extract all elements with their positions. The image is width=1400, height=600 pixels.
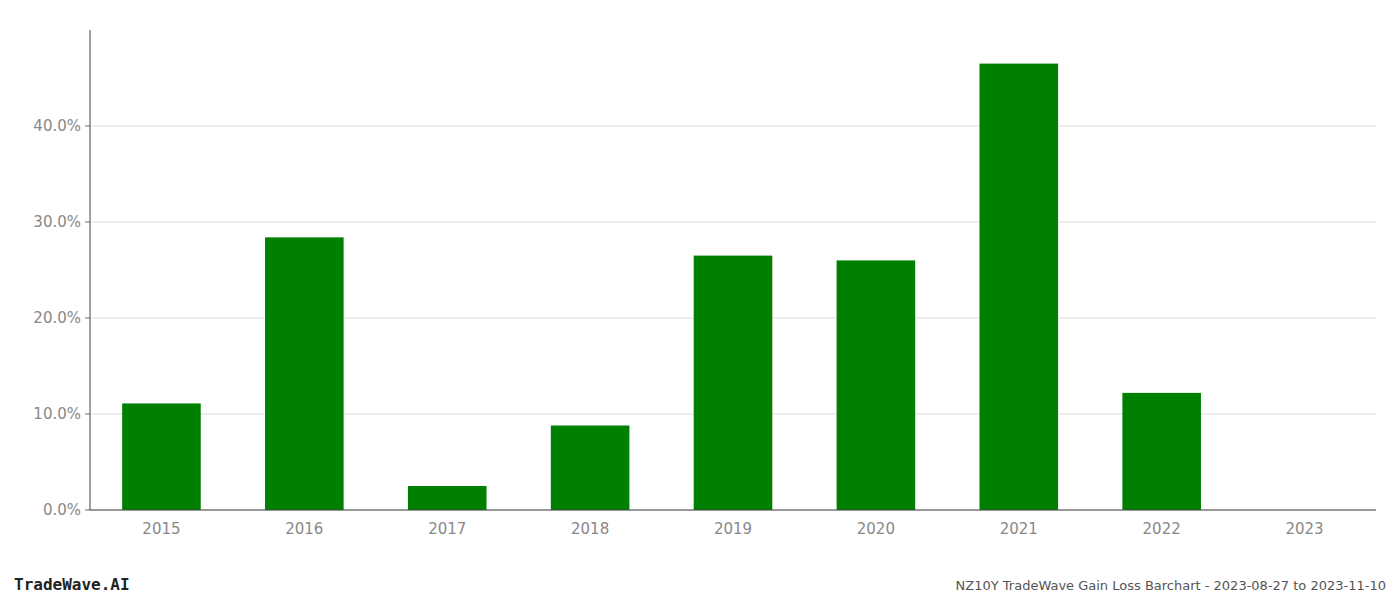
y-tick-label: 10.0% bbox=[33, 405, 81, 423]
y-tick bbox=[85, 414, 90, 415]
bar bbox=[979, 64, 1058, 510]
x-tick-label: 2021 bbox=[1000, 520, 1038, 538]
y-axis-line bbox=[90, 30, 91, 510]
x-tick-label: 2017 bbox=[428, 520, 466, 538]
x-tick-label: 2015 bbox=[142, 520, 180, 538]
bar bbox=[837, 260, 916, 510]
grid-line bbox=[90, 126, 1376, 127]
x-tick-label: 2022 bbox=[1143, 520, 1181, 538]
y-tick bbox=[85, 222, 90, 223]
bar bbox=[122, 403, 201, 510]
bar bbox=[1122, 393, 1201, 510]
x-tick-label: 2018 bbox=[571, 520, 609, 538]
bars bbox=[122, 64, 1201, 510]
footer-right: NZ10Y TradeWave Gain Loss Barchart - 202… bbox=[956, 578, 1386, 593]
axes bbox=[90, 30, 1376, 510]
x-axis: 2015 2016 2017 2018 2019 2020 2021 2022 2023 bbox=[142, 520, 1323, 538]
x-axis-line bbox=[90, 510, 1376, 511]
x-tick-label: 2019 bbox=[714, 520, 752, 538]
grid-line bbox=[90, 222, 1376, 223]
footer-left: TradeWave.AI bbox=[14, 575, 130, 594]
bar bbox=[551, 426, 630, 510]
x-tick-label: 2023 bbox=[1285, 520, 1323, 538]
bar bbox=[265, 237, 344, 510]
y-tick bbox=[85, 126, 90, 127]
chart-container: 0.0% 10.0% 20.0% 30.0% 40.0% 2015 2016 2017 2018… bbox=[0, 0, 1400, 600]
y-tick-label: 30.0% bbox=[33, 213, 81, 231]
y-tick bbox=[85, 318, 90, 319]
bar bbox=[408, 486, 487, 510]
y-tick-label: 20.0% bbox=[33, 309, 81, 327]
bar bbox=[694, 256, 773, 510]
page: {"chart_data": {"type": "bar", "categori… bbox=[0, 0, 1400, 600]
grid-line bbox=[90, 510, 1376, 511]
x-tick-label: 2016 bbox=[285, 520, 323, 538]
y-axis: 0.0% 10.0% 20.0% 30.0% 40.0% bbox=[33, 117, 1376, 519]
y-tick-label: 40.0% bbox=[33, 117, 81, 135]
x-tick-label: 2020 bbox=[857, 520, 895, 538]
y-tick-label: 0.0% bbox=[43, 501, 81, 519]
y-tick bbox=[85, 510, 90, 511]
chart: 0.0% 10.0% 20.0% 30.0% 40.0% 2015 2016 2017 2018… bbox=[0, 0, 1400, 600]
